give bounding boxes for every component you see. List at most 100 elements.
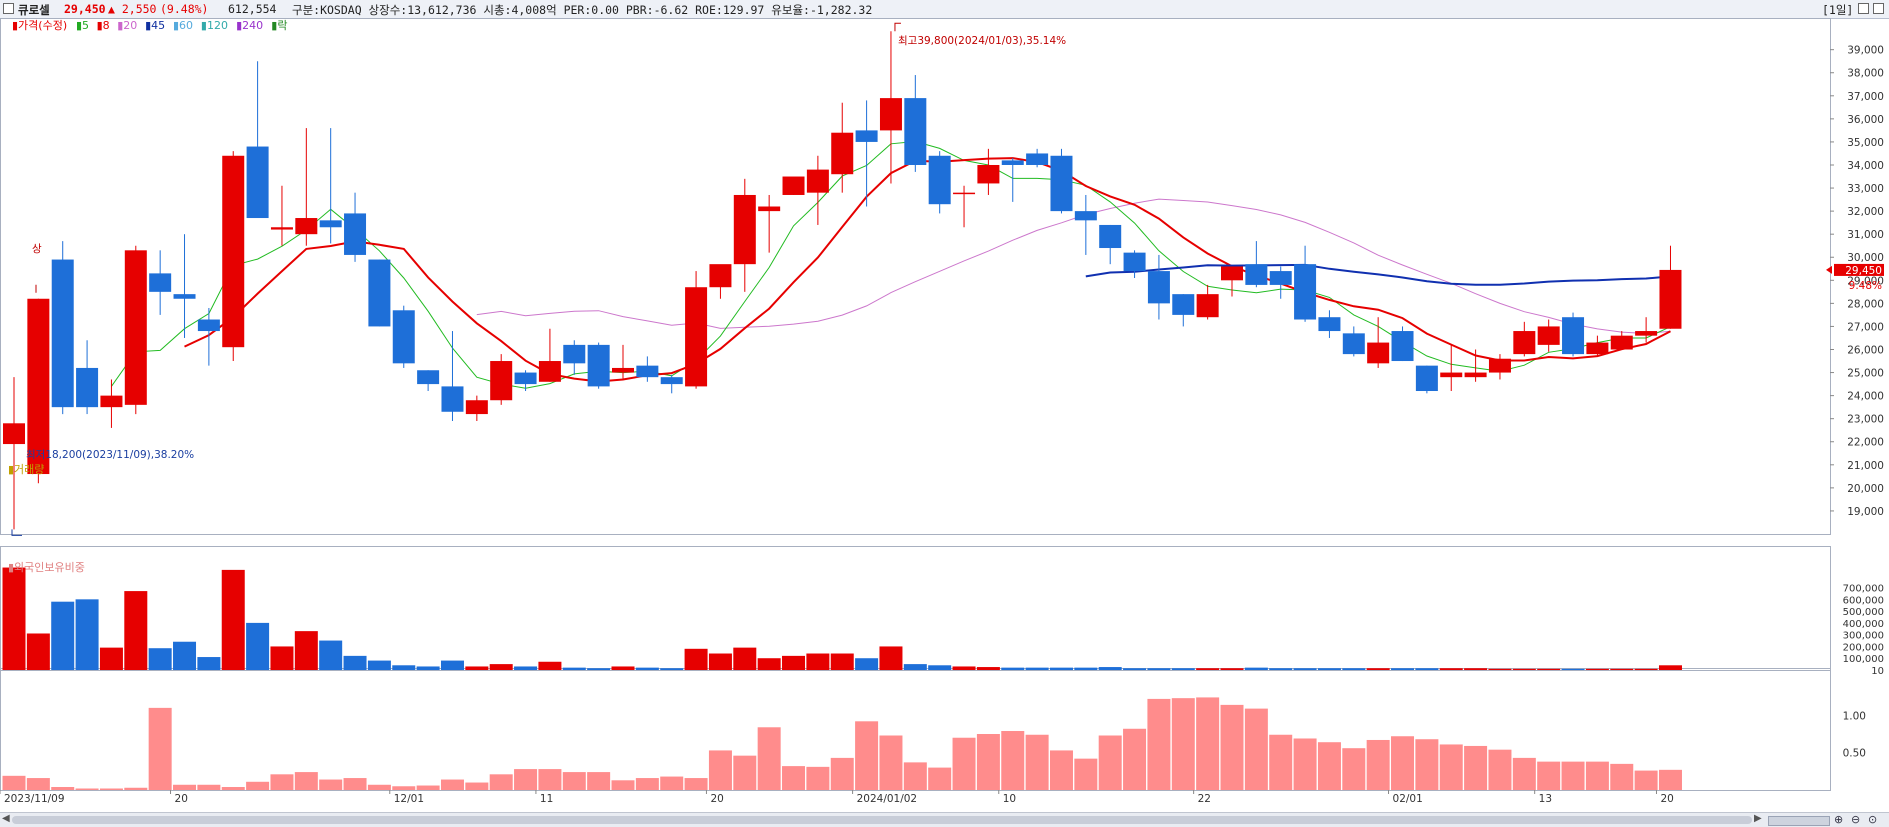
zoom-in-icon[interactable]: ⊕ xyxy=(1834,813,1844,826)
volume-bar xyxy=(855,658,879,670)
foreign-bar xyxy=(514,769,538,790)
foreign-tick: 0.50 xyxy=(1843,748,1866,760)
volume-bar xyxy=(1074,667,1098,670)
candle-body xyxy=(977,164,1000,184)
foreign-tick: 1.00 xyxy=(1843,710,1866,722)
foreign-bar xyxy=(1317,742,1341,790)
candle-body xyxy=(904,98,927,165)
volume-bar xyxy=(1147,668,1171,670)
foreign-bar xyxy=(246,781,270,790)
stock-chart[interactable]: 19,000 20,000 21,000 22,000 23,000 24,000 25,0… xyxy=(0,18,1889,812)
price-tick: 26,000 xyxy=(1847,344,1884,356)
scroll-thumb[interactable] xyxy=(12,816,1752,824)
candle-body xyxy=(1659,269,1682,329)
scroll-right-icon[interactable]: ▶ xyxy=(1754,813,1762,824)
volume-bar xyxy=(1464,668,1488,670)
close-icon[interactable] xyxy=(1873,3,1884,14)
candle-body xyxy=(100,395,123,408)
candle-body xyxy=(1074,211,1097,221)
price-change: ▲ 2,550 xyxy=(108,2,157,16)
candle-body xyxy=(563,344,586,364)
volume-bar xyxy=(51,601,75,670)
horizontal-scrollbar[interactable]: ◀ ▶ ⊕ ⊖ ⊙ xyxy=(0,812,1889,827)
price-tick: 39,000 xyxy=(1847,45,1884,57)
foreign-bar xyxy=(1464,745,1488,790)
zoom-reset-icon[interactable]: ⊙ xyxy=(1868,813,1878,826)
candle-body xyxy=(1342,333,1365,355)
foreign-bar xyxy=(465,782,489,790)
foreign-bar xyxy=(99,788,123,790)
candle-body xyxy=(1245,264,1268,285)
volume-bar xyxy=(684,648,708,670)
candle-body xyxy=(1537,326,1560,345)
volume-bar xyxy=(1512,668,1536,670)
zoom-slider[interactable] xyxy=(1768,816,1830,826)
volume-bar xyxy=(440,660,464,670)
volume-tick: 200,000 xyxy=(1843,642,1884,653)
zoom-out-icon[interactable]: ⊖ xyxy=(1851,813,1861,826)
foreign-bar xyxy=(1537,761,1561,790)
x-tick: 11 xyxy=(540,793,553,805)
candle-body xyxy=(344,213,367,255)
minimize-icon[interactable] xyxy=(1858,3,1869,14)
foreign-bar xyxy=(1439,744,1463,790)
candle-body xyxy=(51,259,74,408)
foreign-bar xyxy=(635,778,659,790)
candle-body xyxy=(1440,372,1463,378)
foreign-bar xyxy=(879,735,903,790)
volume-bar xyxy=(635,667,659,670)
legend: ▮가격(수정) ▮5 ▮8 ▮20 ▮45 ▮60 ▮120 ▮240 ▮락 xyxy=(12,19,287,32)
candle-body xyxy=(417,370,440,385)
foreign-bar xyxy=(928,767,952,790)
volume-tick: 100,000 xyxy=(1843,654,1884,665)
info-bar: 큐로셀 29,450 ▲ 2,550 (9.48%) 612,554 구분:KO… xyxy=(0,0,1889,19)
volume-bar xyxy=(733,647,757,670)
volume-bar xyxy=(1658,665,1682,670)
volume-bar xyxy=(1220,668,1244,670)
foreign-bar xyxy=(124,787,148,790)
volume-bar xyxy=(416,666,440,670)
foreign-bar xyxy=(1488,749,1512,790)
price-tick: 29,000 xyxy=(1847,275,1884,287)
volume-value: 612,554 xyxy=(228,2,277,16)
foreign-bar xyxy=(148,707,172,790)
price-tick: 32,000 xyxy=(1847,206,1884,218)
volume-bar xyxy=(1317,668,1341,670)
volume-bar xyxy=(538,661,562,670)
candle-body xyxy=(1367,342,1390,364)
foreign-bar xyxy=(270,774,294,790)
foreign-bar xyxy=(173,784,197,790)
volume-bar xyxy=(1366,668,1390,670)
x-tick: 20 xyxy=(175,793,188,805)
candle-body xyxy=(1172,294,1195,315)
foreign-bar xyxy=(416,785,440,790)
volume-bar xyxy=(1171,668,1195,670)
foreign-bar xyxy=(538,769,562,790)
checkbox-icon[interactable] xyxy=(3,3,14,14)
foreign-bar xyxy=(1610,763,1634,790)
foreign-bar xyxy=(1269,734,1293,790)
candle-body xyxy=(1123,252,1146,272)
foreign-bar xyxy=(1147,698,1171,790)
period-selector[interactable]: [1일] xyxy=(1822,3,1854,17)
foreign-bar xyxy=(489,774,513,790)
last-price-box xyxy=(1834,263,1884,276)
foreign-bar xyxy=(976,734,1000,790)
volume-bar xyxy=(2,567,26,670)
candle-body xyxy=(1050,155,1073,212)
scroll-left-icon[interactable]: ◀ xyxy=(2,813,10,824)
legend-entry: ▮120 xyxy=(201,19,228,32)
volume-bar xyxy=(221,569,245,670)
x-tick: 20 xyxy=(1660,793,1673,805)
price-tick: 30,000 xyxy=(1847,252,1884,264)
volume-bar xyxy=(660,668,684,670)
last-price-label: 29,450 xyxy=(1845,265,1882,277)
candle-body xyxy=(831,132,854,175)
foreign-bar xyxy=(1196,697,1220,790)
volume-bar xyxy=(173,641,197,670)
candle-body xyxy=(392,310,415,364)
stock-name: 큐로셀 xyxy=(18,3,50,17)
volume-bar xyxy=(1415,668,1439,670)
candle-body xyxy=(1562,317,1585,355)
volume-bar xyxy=(1123,668,1147,670)
